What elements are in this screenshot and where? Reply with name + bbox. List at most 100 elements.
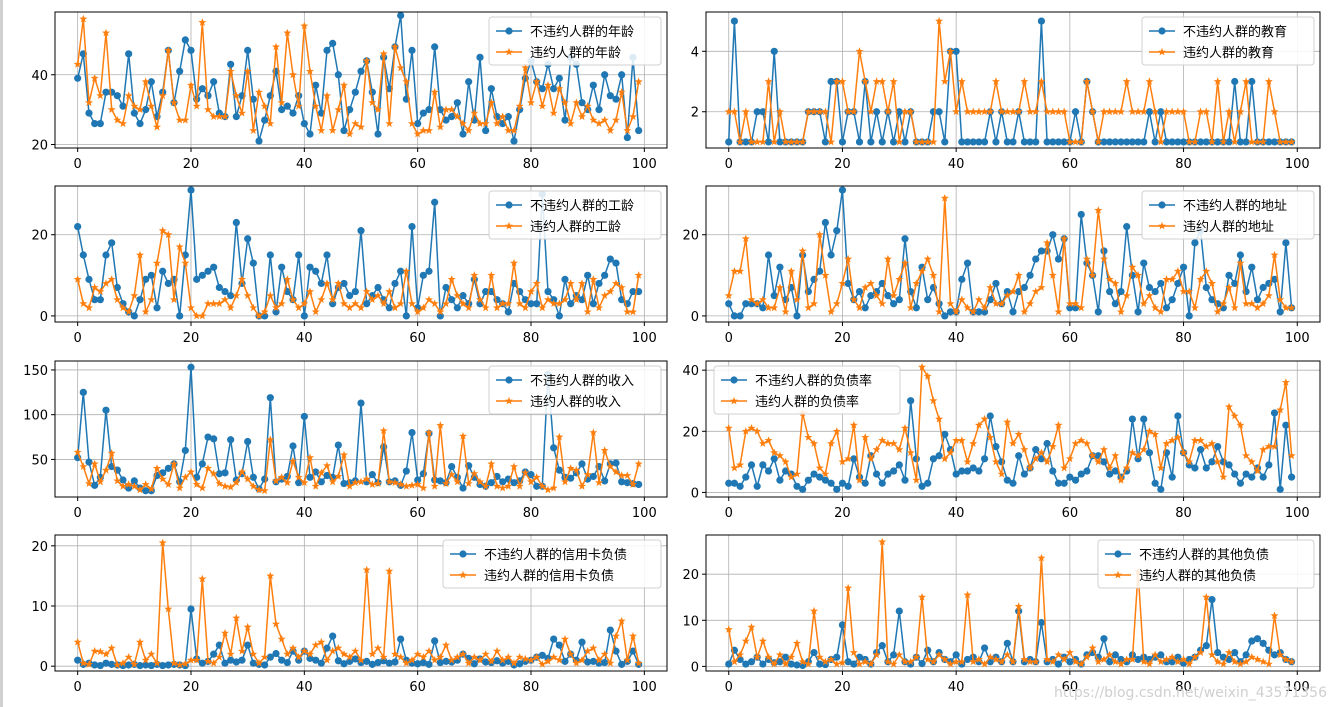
data-point [878,77,887,85]
data-point [635,480,643,489]
data-point [260,102,269,110]
data-point [493,646,501,655]
data-point [1225,138,1233,146]
data-point [442,479,450,487]
data-point [1122,291,1131,299]
data-point [1230,303,1239,312]
data-point [1026,463,1034,472]
data-point [102,28,110,37]
data-point [770,455,778,463]
data-point [946,659,955,668]
data-point [487,85,495,93]
data-point [538,651,546,659]
data-point [1117,659,1125,668]
data-point [311,482,320,490]
data-point [957,295,966,304]
data-point [753,108,761,116]
data-point [855,287,864,296]
data-point [187,46,195,54]
data-point [1031,107,1040,116]
data-point [107,275,116,283]
data-point [419,109,427,117]
data-point [187,186,195,194]
data-point [91,119,99,128]
data-point [142,106,150,114]
data-point [730,107,739,116]
data-point [476,477,484,486]
data-point [249,650,258,658]
data-point [244,437,252,446]
data-point [181,36,189,44]
legend-marker [505,27,513,35]
data-point [1236,138,1245,146]
data-point [1242,138,1250,146]
data-point [1168,473,1176,481]
data-point [317,637,326,646]
data-point [170,295,178,304]
data-point [487,271,496,279]
data-point [368,98,377,107]
data-point [1048,442,1057,450]
y-tick-label: 20 [31,139,48,154]
data-point [226,483,235,491]
data-point [1185,659,1194,668]
data-point [85,458,93,466]
data-point [872,77,881,85]
data-point [1287,451,1296,460]
data-point [1156,137,1165,146]
data-point [459,119,467,127]
data-point [634,77,643,86]
data-point [119,303,127,312]
data-point [96,661,104,670]
data-point [1100,635,1108,643]
data-point [793,661,801,669]
data-point [193,275,201,283]
data-point [357,303,365,312]
data-point [249,259,257,267]
data-point [901,476,909,484]
data-point [374,291,382,299]
legend-box [1141,190,1315,240]
data-point [192,480,201,488]
data-point [764,436,773,444]
data-point [96,119,104,128]
data-point [952,47,960,55]
data-point [940,77,949,85]
data-point [136,296,144,304]
data-point [363,300,371,308]
data-point [266,435,275,444]
y-tick-label: 0 [691,486,699,501]
data-point [1202,442,1211,450]
data-point [1037,283,1046,291]
data-point [1287,657,1296,666]
data-point [612,279,620,287]
data-point [442,105,450,113]
x-tick-label: 80 [523,331,540,346]
data-point [226,67,235,75]
data-point [1014,107,1023,116]
data-point [1117,138,1125,146]
data-point [940,454,949,463]
data-point [1231,279,1239,288]
data-point [1031,454,1040,463]
data-point [980,455,989,463]
data-point [724,291,733,299]
data-point [1048,271,1057,279]
data-point [346,106,354,114]
data-point [272,303,280,312]
data-point [340,126,348,135]
data-point [941,430,949,438]
data-point [306,263,314,271]
data-point [1213,657,1222,666]
data-point [555,656,564,664]
data-point [775,107,784,116]
axes-frame [705,534,1321,672]
data-point [742,138,750,146]
data-point [1026,138,1034,146]
data-point [306,650,314,658]
data-point [119,119,127,127]
data-point [1128,415,1136,423]
